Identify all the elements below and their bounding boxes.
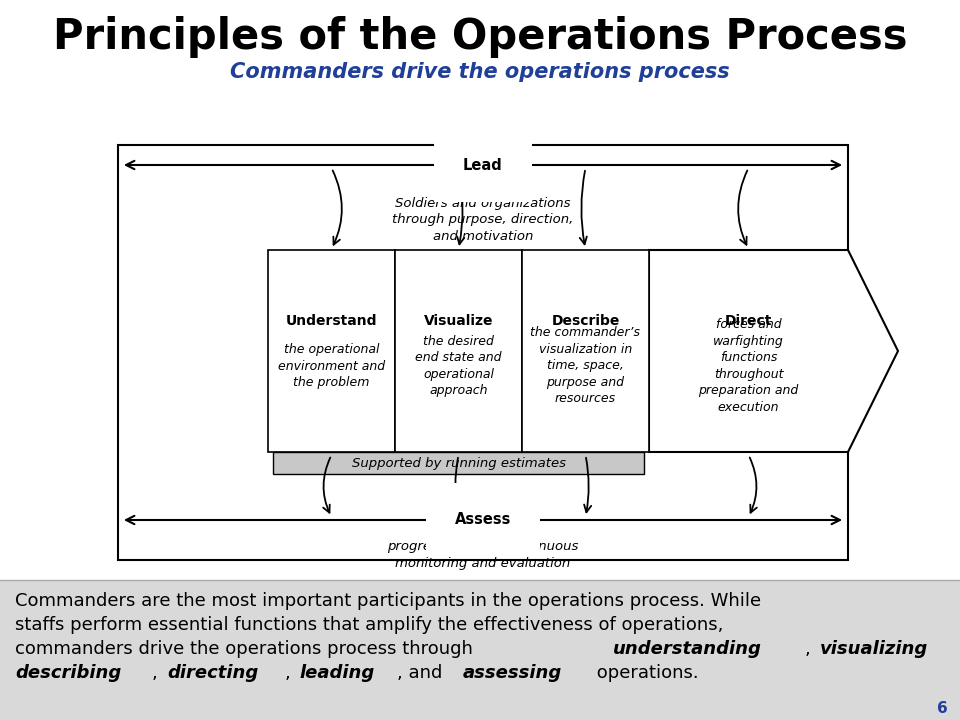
Text: leading: leading bbox=[300, 664, 374, 682]
Text: Supported by running estimates: Supported by running estimates bbox=[351, 456, 565, 469]
Text: describing: describing bbox=[15, 664, 121, 682]
Text: , and: , and bbox=[396, 664, 447, 682]
Text: ,: , bbox=[285, 664, 297, 682]
Text: ,: , bbox=[805, 640, 817, 658]
FancyArrowPatch shape bbox=[738, 171, 747, 245]
FancyArrowPatch shape bbox=[324, 457, 330, 513]
Text: operations.: operations. bbox=[590, 664, 698, 682]
Text: Commanders drive the operations process: Commanders drive the operations process bbox=[230, 62, 730, 82]
Text: commanders drive the operations process through: commanders drive the operations process … bbox=[15, 640, 479, 658]
Bar bbox=[268, 250, 395, 452]
Text: ,: , bbox=[152, 664, 163, 682]
Bar bbox=[395, 250, 522, 452]
Text: assessing: assessing bbox=[463, 664, 562, 682]
FancyArrowPatch shape bbox=[453, 458, 460, 513]
Text: visualizing: visualizing bbox=[820, 640, 928, 658]
Bar bbox=[0, 580, 960, 720]
Text: the desired
end state and
operational
approach: the desired end state and operational ap… bbox=[416, 335, 502, 397]
FancyArrowPatch shape bbox=[750, 457, 756, 513]
Text: Understand: Understand bbox=[286, 314, 377, 328]
Text: Soldiers and organizations
through purpose, direction,
and motivation: Soldiers and organizations through purpo… bbox=[393, 197, 574, 243]
Text: Visualize: Visualize bbox=[423, 314, 493, 328]
Text: staffs perform essential functions that amplify the effectiveness of operations,: staffs perform essential functions that … bbox=[15, 616, 724, 634]
Text: Assess: Assess bbox=[455, 513, 511, 528]
Bar bbox=[273, 452, 644, 474]
Text: Describe: Describe bbox=[551, 314, 620, 328]
FancyArrowPatch shape bbox=[580, 171, 587, 244]
Text: 6: 6 bbox=[937, 701, 948, 716]
Polygon shape bbox=[649, 250, 898, 452]
Text: the operational
environment and
the problem: the operational environment and the prob… bbox=[278, 343, 385, 389]
FancyArrowPatch shape bbox=[333, 171, 342, 245]
Bar bbox=[522, 250, 649, 452]
Text: progress through continuous
monitoring and evaluation: progress through continuous monitoring a… bbox=[387, 540, 579, 570]
Text: Direct: Direct bbox=[725, 314, 772, 328]
Text: forces and
warfighting
functions
throughout
preparation and
execution: forces and warfighting functions through… bbox=[698, 318, 799, 414]
Bar bbox=[118, 145, 848, 560]
Text: Principles of the Operations Process: Principles of the Operations Process bbox=[53, 16, 907, 58]
Text: understanding: understanding bbox=[613, 640, 762, 658]
Text: Commanders are the most important participants in the operations process. While: Commanders are the most important partic… bbox=[15, 592, 761, 610]
Text: directing: directing bbox=[167, 664, 258, 682]
Text: the commander’s
visualization in
time, space,
purpose and
resources: the commander’s visualization in time, s… bbox=[531, 326, 640, 405]
FancyArrowPatch shape bbox=[457, 171, 465, 244]
Text: Lead: Lead bbox=[463, 158, 503, 173]
FancyArrowPatch shape bbox=[584, 458, 591, 513]
